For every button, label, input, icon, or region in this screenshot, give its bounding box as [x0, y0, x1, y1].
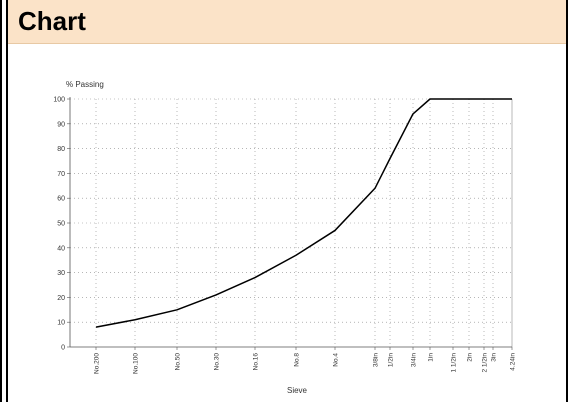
y-tick-label: 60 [57, 196, 65, 203]
x-tick-label: No.4 [333, 353, 340, 367]
y-tick-label: 40 [57, 245, 65, 252]
y-tick-label: 100 [53, 97, 65, 104]
y-tick-label: 50 [57, 221, 65, 228]
x-axis-label: Sieve [287, 386, 308, 395]
x-tick-label: 3/4in [411, 353, 418, 367]
x-tick-label: No.200 [94, 353, 101, 374]
y-tick-label: 20 [57, 295, 65, 302]
y-tick-label: 90 [57, 121, 65, 128]
passing-curve [95, 98, 512, 328]
left-border [0, 0, 8, 402]
panel-title: Chart [18, 6, 86, 36]
x-tick-label: 2 1/2in [482, 353, 489, 373]
x-tick-label: No.30 [214, 353, 221, 371]
x-tick-label: 1 1/2in [451, 353, 458, 373]
x-tick-label: 1in [428, 353, 435, 362]
x-tick-label: 2in [467, 353, 474, 362]
y-tick-label: 80 [57, 146, 65, 153]
right-border [566, 0, 571, 402]
x-tick-label: No.8 [294, 353, 301, 367]
x-tick-label: 3/8in [373, 353, 380, 367]
x-tick-label: 1/2in [388, 353, 395, 367]
y-tick-label: 10 [57, 320, 65, 327]
x-tick-label: 3in [491, 353, 498, 362]
x-tick-label: No.50 [175, 353, 182, 371]
y-tick-label: 0 [61, 345, 65, 352]
y-axis-label: % Passing [66, 80, 104, 89]
x-tick-label: No.100 [133, 353, 140, 374]
panel-header: Chart [8, 0, 566, 44]
x-tick-label: 4.24in [510, 353, 517, 371]
y-tick-label: 70 [57, 171, 65, 178]
y-tick-label: 30 [57, 270, 65, 277]
x-tick-label: No.16 [253, 353, 260, 371]
